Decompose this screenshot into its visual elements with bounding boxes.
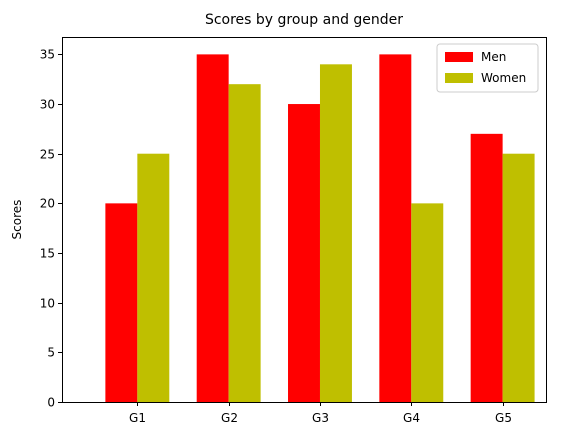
bar-men-g1 <box>105 203 138 402</box>
bar-men-g4 <box>379 54 412 402</box>
legend-swatch-men <box>445 52 473 62</box>
bar-women-g5 <box>502 153 535 402</box>
bar-women-g3 <box>319 64 352 402</box>
x-axis-ticks: G1 G2 G3 G4 G5 <box>129 402 512 425</box>
bar-women-g2 <box>228 84 261 402</box>
y-tick-label: 20 <box>40 197 55 211</box>
legend-label-women: Women <box>481 71 526 85</box>
bar-men-g2 <box>196 54 229 402</box>
bar-women-g1 <box>137 153 170 402</box>
legend-label-men: Men <box>481 50 506 64</box>
y-tick-label: 30 <box>40 98 55 112</box>
bar-men-g3 <box>288 104 320 402</box>
y-tick-label: 0 <box>47 396 55 410</box>
bars-group <box>105 54 535 402</box>
y-axis-ticks: 0 5 10 15 20 25 30 35 <box>40 48 62 410</box>
y-axis-label: Scores <box>10 200 24 240</box>
y-tick-label: 35 <box>40 48 55 62</box>
chart-title: Scores by group and gender <box>205 12 403 28</box>
bar-men-g5 <box>470 133 503 402</box>
x-tick-label: G3 <box>312 411 329 425</box>
plot-frame <box>62 37 547 403</box>
y-tick-label: 25 <box>40 148 55 162</box>
y-tick-label: 15 <box>40 247 55 261</box>
x-tick-label: G1 <box>129 411 146 425</box>
bar-women-g4 <box>411 203 444 402</box>
x-tick-label: G5 <box>495 411 512 425</box>
y-tick-label: 10 <box>40 297 55 311</box>
y-tick-label: 5 <box>47 346 55 360</box>
x-tick-label: G4 <box>403 411 420 425</box>
legend-swatch-women <box>445 73 473 83</box>
x-tick-label: G2 <box>221 411 238 425</box>
legend: Men Women <box>436 43 539 93</box>
